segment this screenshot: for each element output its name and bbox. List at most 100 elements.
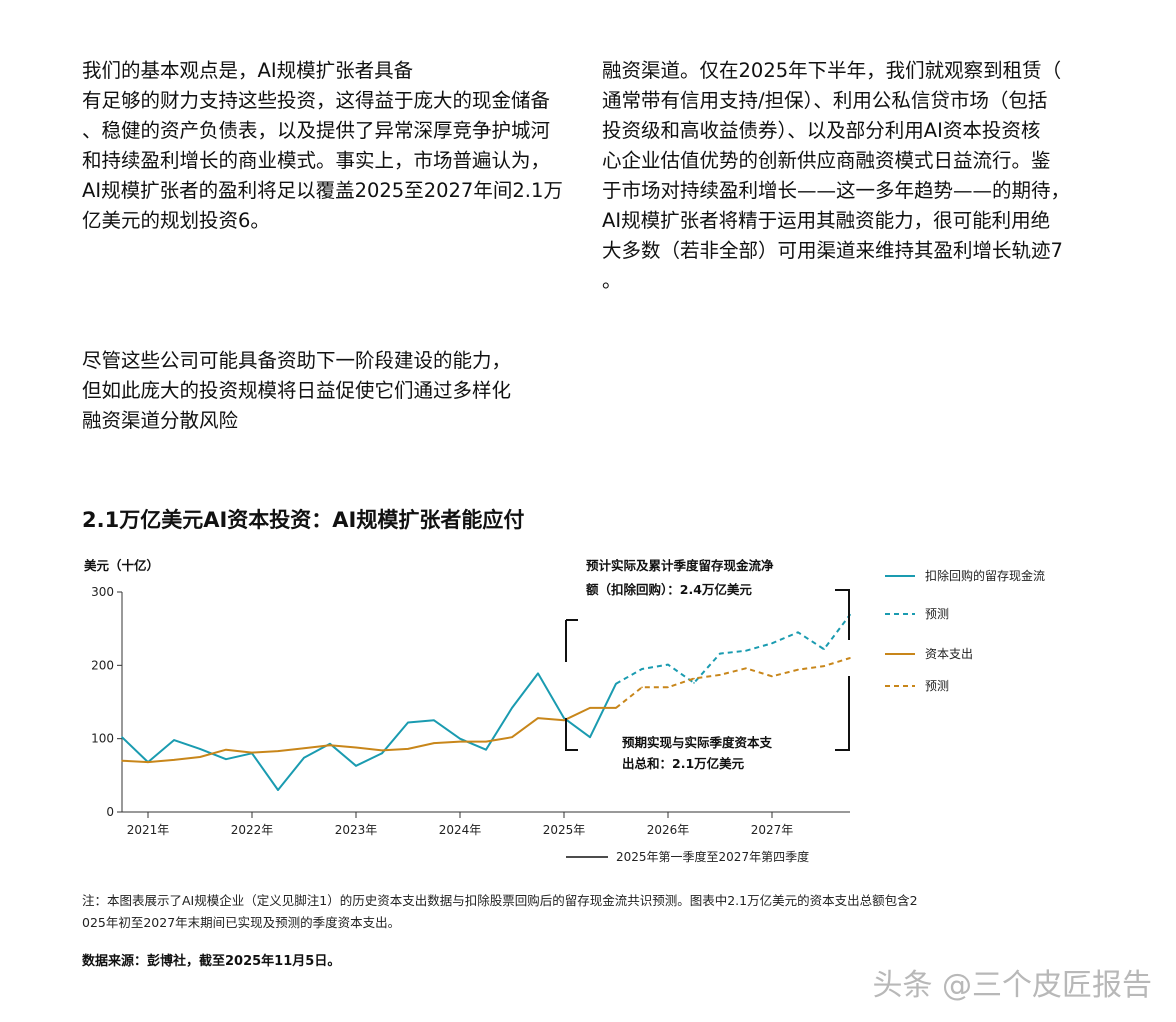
series-line-2 [121,706,616,764]
data-point [303,756,305,759]
data-point [849,657,851,659]
data-point [433,742,435,744]
y-tick-label: 100 [91,732,114,746]
y-tick-label: 300 [91,585,114,599]
data-point [277,750,279,752]
legend-label: 资本支出 [925,647,973,661]
chart-annotations: 预计实际及累计季度留存现金流净 额（扣除回购）：2.4万亿美元 预期实现与实际季… [565,558,850,864]
data-point [771,675,773,678]
data-point [147,761,149,763]
data-point [797,668,799,671]
article-line: 融资渠道。仅在2025年下半年，我们就观察到租赁（ [602,59,1062,82]
data-point [563,717,565,719]
data-point [459,740,461,743]
x-tick-label: 2021年 [127,823,170,837]
data-source: 数据来源：彭博社，截至2025年11月5日。 [82,954,341,969]
data-point [615,682,617,685]
data-point [719,652,721,655]
article-line: 。 [602,269,622,292]
article-line: 、稳健的资产负债表，以及提供了异常深厚竞争护城河 [82,119,551,142]
data-point [641,686,643,689]
legend-label: 预测 [925,679,949,693]
data-point [121,759,123,762]
bracket-right [835,589,850,751]
article-line: 心企业估值优势的创新供应商融资模式日益流行。鉴 [602,149,1051,172]
x-tick-label: 2026年 [647,823,690,837]
annotation-capex-line2: 出总和：2.1万亿美元 [622,756,745,771]
bracket-left-top [565,619,578,751]
data-point [433,719,435,722]
data-point [381,752,383,755]
data-point [823,648,825,650]
chart-title: 2.1万亿美元AI资本投资：AI规模扩张者能应付 [82,508,525,532]
data-point [173,759,175,761]
data-point [225,758,227,760]
data-point [771,642,773,645]
data-point [199,748,201,750]
data-point [329,743,331,745]
data-point [719,674,721,676]
article-line: 通常带有信用支持/担保）、利用公私信贷市场（包括 [602,89,1048,112]
series-line-0 [121,672,617,791]
data-point [121,736,123,738]
capex-cashflow-chart: 美元（十亿） 0 100 200 300 2021年 2022年 2023年 2024年 2025… [84,558,1045,864]
pull-quote-line: 但如此庞大的投资规模将日益促使它们通过多样化 [82,379,512,402]
y-axis-label: 美元（十亿） [84,558,159,573]
data-point [563,719,565,722]
data-point [589,736,591,738]
footnote-line: 注：本图表展示了AI规模企业（定义见脚注1）的历史资本支出数据与扣除股票回购后的… [82,893,918,908]
data-point [537,717,539,719]
legend-label: 预测 [925,607,949,621]
chart-series [121,613,851,791]
data-point [355,746,357,749]
data-point [589,707,591,709]
pull-quote-line: 尽管这些公司可能具备资助下一阶段建设的能力， [82,349,512,372]
data-point [745,649,747,652]
data-point [537,672,539,675]
article-line: 我们的基本观点是，AI规模扩张者具备 [82,59,414,82]
article-line: 大多数（若非全部）可用渠道来维持其盈利增长轨迹7 [602,239,1063,262]
article-line: 投资级和高收益债券）、以及部分利用AI资本投资核 [602,119,1041,142]
footnote-line: 025年初至2027年末期间已实现及预测的季度资本支出。 [82,915,401,930]
annotation-capex-line1: 预期实现与实际季度资本支 [622,735,773,750]
data-point [797,631,799,634]
article-right-column: 融资渠道。仅在2025年下半年，我们就观察到租赁（ 通常带有信用支持/担保）、利… [602,56,1070,296]
data-point [277,789,279,791]
data-point [485,740,487,743]
data-point [251,751,253,754]
period-label: 2025年第一季度至2027年第四季度 [616,849,809,864]
series-line-1 [615,614,851,685]
article-line: 亿美元的规划投资6。 [82,209,270,232]
data-point [329,744,331,747]
watermark: 头条 @三个皮匠报告 [872,968,1152,1003]
data-point [199,756,201,758]
legend-label: 扣除回购的留存现金流 [925,568,1045,583]
article-line: AI规模扩张者的盈利将足以覆盖2025至2027年间2.1万 [82,179,563,202]
data-point [511,707,513,709]
annotation-cashflow-line1: 预计实际及累计季度留存现金流净 [586,558,774,573]
data-point [459,737,461,740]
article-line: 有足够的财力支持这些投资，这得益于庞大的现金储备 [82,89,551,112]
data-point [667,663,669,666]
y-tick-label: 0 [106,805,114,819]
data-point [511,736,513,738]
data-point [303,747,305,749]
x-tick-label: 2024年 [439,823,482,837]
data-point [615,707,617,709]
x-tick-label: 2025年 [543,823,586,837]
x-tick-label: 2023年 [335,823,378,837]
data-point [745,667,747,670]
chart-footnote: 注：本图表展示了AI规模企业（定义见脚注1）的历史资本支出数据与扣除股票回购后的… [82,890,1082,934]
x-tick-label: 2027年 [751,823,794,837]
data-point [381,749,383,752]
data-point [225,748,227,751]
data-point [823,665,825,667]
data-point [407,748,409,750]
data-point [641,668,643,670]
data-point [485,748,487,751]
series-line-3 [615,657,851,709]
data-point [693,682,695,684]
data-point [693,677,695,680]
chart-axes: 美元（十亿） 0 100 200 300 2021年 2022年 2023年 2024年 2025… [84,558,850,837]
